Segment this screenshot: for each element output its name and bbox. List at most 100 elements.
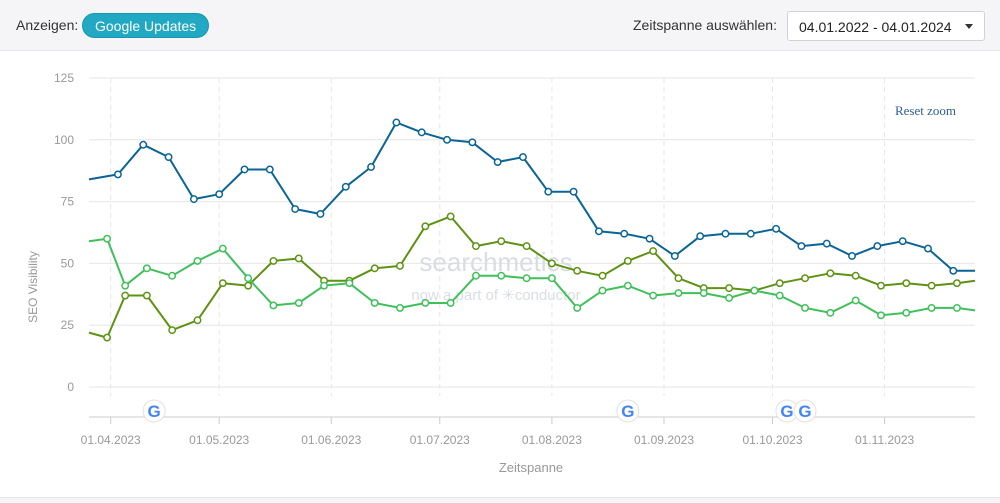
data-point[interactable] — [952, 303, 961, 312]
data-point[interactable] — [142, 264, 151, 273]
data-point[interactable] — [750, 286, 759, 295]
data-point[interactable] — [189, 195, 198, 204]
data-point[interactable] — [851, 296, 860, 305]
data-point[interactable] — [269, 256, 278, 265]
data-point[interactable] — [244, 281, 253, 290]
data-point[interactable] — [725, 294, 734, 302]
data-point[interactable] — [826, 308, 835, 317]
data-point[interactable] — [623, 256, 632, 265]
data-point[interactable] — [927, 303, 936, 312]
data-point[interactable] — [471, 242, 480, 251]
data-point[interactable] — [772, 224, 781, 233]
data-point[interactable] — [721, 229, 730, 238]
data-point[interactable] — [848, 252, 856, 260]
data-point[interactable] — [522, 274, 531, 283]
data-point[interactable] — [396, 261, 404, 270]
data-point[interactable] — [370, 264, 379, 273]
data-point[interactable] — [851, 271, 860, 280]
data-point[interactable] — [240, 165, 249, 174]
data-point[interactable] — [345, 279, 354, 288]
data-point[interactable] — [164, 153, 173, 162]
data-point[interactable] — [822, 239, 831, 248]
data-point[interactable] — [594, 227, 603, 236]
data-point[interactable] — [493, 158, 502, 166]
data-point[interactable] — [316, 210, 325, 218]
data-point[interactable] — [497, 271, 506, 280]
data-point[interactable] — [291, 205, 300, 213]
data-point[interactable] — [417, 128, 426, 137]
data-point[interactable] — [103, 234, 112, 243]
data-point[interactable] — [674, 289, 683, 298]
data-point[interactable] — [547, 259, 556, 268]
data-point[interactable] — [341, 182, 350, 191]
data-point[interactable] — [443, 135, 451, 144]
data-point[interactable] — [421, 299, 430, 307]
data-point[interactable] — [725, 284, 734, 293]
data-point[interactable] — [877, 281, 885, 290]
data-point[interactable] — [877, 311, 885, 320]
google-update-icon[interactable]: G — [775, 399, 799, 423]
data-point[interactable] — [142, 291, 151, 300]
data-point[interactable] — [696, 232, 705, 241]
data-point[interactable] — [670, 252, 679, 260]
data-point[interactable] — [168, 271, 177, 280]
google-updates-button[interactable]: Google Updates — [82, 13, 210, 38]
data-point[interactable] — [294, 299, 303, 307]
data-point[interactable] — [949, 266, 958, 275]
data-point[interactable] — [927, 281, 936, 290]
data-point[interactable] — [623, 281, 632, 290]
data-point[interactable] — [218, 244, 227, 253]
data-point[interactable] — [215, 190, 224, 199]
data-point[interactable] — [801, 274, 809, 283]
data-point[interactable] — [269, 301, 278, 310]
data-point[interactable] — [924, 244, 932, 253]
data-point[interactable] — [446, 299, 455, 307]
data-point[interactable] — [367, 163, 376, 171]
reset-zoom-button[interactable]: Reset zoom — [895, 103, 956, 118]
data-point[interactable] — [218, 279, 227, 288]
google-update-icon[interactable]: G — [793, 399, 817, 423]
data-point[interactable] — [801, 303, 809, 312]
data-point[interactable] — [797, 242, 806, 251]
data-point[interactable] — [826, 269, 835, 278]
data-point[interactable] — [446, 212, 455, 221]
date-range-select[interactable]: 04.01.2022 - 04.01.2024 — [787, 11, 985, 41]
data-point[interactable] — [522, 242, 531, 251]
data-point[interactable] — [952, 279, 961, 288]
data-point[interactable] — [775, 279, 784, 288]
data-point[interactable] — [294, 254, 303, 263]
data-point[interactable] — [139, 140, 148, 149]
data-point[interactable] — [699, 289, 708, 298]
data-point[interactable] — [573, 266, 582, 275]
data-point[interactable] — [471, 271, 480, 280]
data-point[interactable] — [746, 229, 755, 238]
data-point[interactable] — [370, 299, 379, 307]
data-point[interactable] — [902, 279, 911, 288]
data-point[interactable] — [544, 187, 553, 196]
data-point[interactable] — [103, 333, 112, 342]
data-point[interactable] — [873, 242, 882, 251]
data-point[interactable] — [674, 274, 683, 283]
data-point[interactable] — [193, 316, 202, 325]
data-point[interactable] — [898, 237, 907, 246]
data-point[interactable] — [244, 274, 253, 283]
data-point[interactable] — [497, 237, 506, 246]
data-point[interactable] — [121, 291, 130, 300]
data-point[interactable] — [265, 165, 274, 174]
data-point[interactable] — [598, 286, 607, 295]
data-point[interactable] — [573, 303, 582, 312]
data-point[interactable] — [468, 138, 477, 147]
data-point[interactable] — [168, 326, 177, 335]
data-point[interactable] — [392, 118, 401, 127]
data-point[interactable] — [193, 256, 202, 265]
google-update-icon[interactable]: G — [142, 399, 166, 423]
data-point[interactable] — [902, 308, 911, 317]
data-point[interactable] — [396, 303, 404, 312]
data-point[interactable] — [645, 234, 654, 243]
data-point[interactable] — [620, 229, 629, 238]
data-point[interactable] — [421, 222, 430, 231]
data-point[interactable] — [649, 291, 658, 300]
data-point[interactable] — [121, 281, 130, 290]
data-point[interactable] — [598, 271, 607, 280]
data-point[interactable] — [519, 153, 527, 162]
